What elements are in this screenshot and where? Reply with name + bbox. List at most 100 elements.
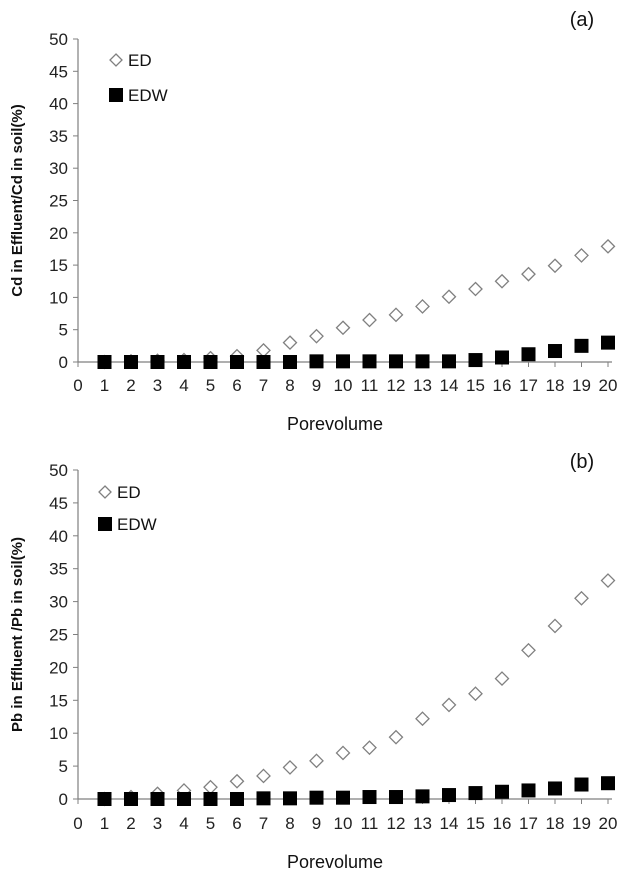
data-point-edw [362,354,377,369]
data-point-edw [495,350,509,365]
x-tick-label: 4 [179,376,188,395]
x-tick-label: 8 [285,814,294,833]
data-point-ed [309,328,324,344]
x-tick-label: 6 [232,814,241,833]
legend-label-ed: ED [117,483,141,502]
data-point-edw [468,353,483,368]
y-tick-label: 40 [49,95,68,114]
data-point-ed [494,671,510,687]
x-tick-label: 7 [259,376,268,395]
y-tick-label: 10 [49,288,68,307]
y-tick-label: 0 [59,790,68,809]
data-point-edw [97,355,112,369]
data-point-edw [124,355,138,369]
data-point-edw [283,791,297,806]
x-tick-label: 1 [100,814,109,833]
y-tick-label: 25 [49,192,68,211]
data-point-edw [442,788,456,803]
data-point-ed [335,745,351,761]
data-point-ed [415,711,430,727]
x-tick-label: 5 [206,376,215,395]
data-point-edw [574,777,589,792]
x-tick-label: 13 [413,376,432,395]
data-point-ed [256,768,271,784]
data-point-edw [574,338,589,353]
legend: ED EDW [109,51,168,105]
data-point-edw [362,790,377,805]
data-point-ed [388,729,404,745]
data-point-ed [335,320,351,336]
x-tick-label: 12 [387,814,406,833]
x-tick-label: 16 [493,814,512,833]
y-tick-label: 35 [49,560,68,579]
data-point-ed [282,759,298,775]
x-tick-label: 15 [466,814,485,833]
y-tick-label: 45 [49,494,68,513]
x-tick-label: 18 [546,814,565,833]
data-point-ed [362,312,377,328]
data-point-edw [203,355,218,369]
data-point-ed [574,247,589,263]
x-tick-label: 14 [440,814,459,833]
data-point-edw [256,791,271,806]
y-tick-label: 5 [59,757,68,776]
legend-marker-ed [98,485,112,499]
x-tick-label: 0 [73,376,82,395]
data-point-edw [230,792,244,806]
x-tick-label: 17 [519,814,538,833]
x-tick-label: 3 [153,814,162,833]
data-point-edw [442,354,456,369]
x-tick-label: 4 [179,814,188,833]
y-axis-title: Cd in Effluent/Cd in soil(%) [9,104,26,296]
x-tick-label: 10 [334,814,353,833]
data-point-ed [521,642,536,658]
data-point-edw [521,347,536,362]
legend-marker-edw [98,517,112,531]
x-tick-label: 19 [572,376,591,395]
x-tick-label: 12 [387,376,406,395]
legend-label-edw: EDW [128,86,168,105]
data-point-edw [601,776,615,791]
data-point-ed [441,697,457,713]
y-tick-label: 30 [49,159,68,178]
x-tick-label: 9 [312,376,321,395]
x-tick-label: 20 [599,376,618,395]
y-tick-label: 20 [49,658,68,677]
data-point-ed [600,573,616,588]
series-ed [97,573,616,807]
series-ed [97,238,616,370]
data-point-ed [388,307,404,323]
legend-marker-ed [109,53,123,67]
data-point-edw [548,344,562,359]
data-point-edw [230,355,244,369]
data-point-ed [282,335,298,351]
y-tick-label: 40 [49,527,68,546]
data-point-ed [203,779,218,795]
x-tick-label: 2 [126,814,135,833]
x-tick-label: 9 [312,814,321,833]
y-tick-label: 50 [49,30,68,49]
data-point-ed [547,258,563,274]
data-point-edw [309,354,324,369]
data-point-ed [494,273,510,289]
x-axis-title: Porevolume [287,414,383,434]
data-point-ed [415,299,430,314]
x-tick-label: 7 [259,814,268,833]
x-tick-label: 1 [100,376,109,395]
data-point-edw [97,792,112,806]
data-point-ed [600,238,616,254]
x-tick-label: 0 [73,814,82,833]
x-tick-label: 6 [232,376,241,395]
data-point-ed [309,753,324,769]
data-point-ed [441,289,457,305]
y-tick-label: 35 [49,127,68,146]
x-tick-label: 8 [285,376,294,395]
x-tick-label: 14 [440,376,459,395]
panel-label: (b) [570,451,594,473]
y-tick-label: 5 [59,321,68,340]
y-tick-label: 45 [49,62,68,81]
y-axis-title: Pb in Effluent /Pb in soil(%) [9,537,26,732]
y-tick-label: 50 [49,461,68,480]
